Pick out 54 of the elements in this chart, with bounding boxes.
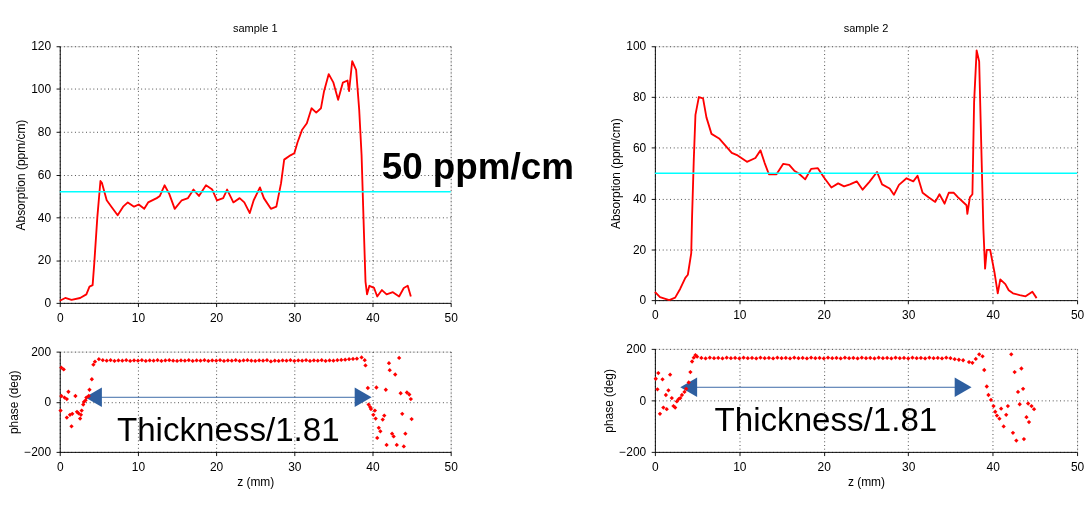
y-tick-label: 20	[37, 253, 52, 268]
y-tick-label: 100	[31, 82, 52, 97]
y-tick-label: 40	[632, 191, 647, 206]
ref-line-label: 50 ppm/cm	[381, 145, 574, 187]
y-tick-label: 120	[31, 39, 52, 54]
x-tick-label: 20	[209, 310, 224, 325]
x-tick-label: 50	[1070, 459, 1085, 474]
y-axis-title: phase (deg)	[6, 370, 21, 435]
y-axis-title: phase (deg)	[601, 369, 616, 433]
y-tick-label: 200	[31, 344, 52, 359]
x-tick-label: 30	[288, 459, 302, 474]
y-tick-label: 40	[37, 210, 52, 225]
x-tick-label: 40	[366, 310, 380, 325]
y-axis-title: Absorption (ppm/cm)	[608, 118, 623, 230]
y-tick-label: 0	[44, 394, 52, 409]
y-tick-label: −200	[619, 445, 647, 460]
x-axis-title: z (mm)	[237, 475, 275, 490]
x-tick-label: 30	[288, 310, 302, 325]
x-tick-label: 50	[444, 459, 459, 474]
y-tick-label: 100	[626, 39, 647, 54]
y-tick-label: 200	[626, 342, 647, 357]
chart-title: sample 2	[843, 22, 889, 35]
x-tick-label: 0	[56, 459, 64, 474]
x-tick-label: 40	[366, 459, 380, 474]
x-tick-label: 10	[131, 459, 146, 474]
y-tick-label: −200	[24, 445, 52, 460]
annotation: Thickness/1.81	[714, 400, 938, 438]
y-tick-label: 0	[639, 393, 647, 408]
x-tick-label: 50	[1070, 308, 1085, 323]
x-tick-label: 20	[817, 459, 832, 474]
x-axis-title: z (mm)	[847, 475, 886, 490]
x-tick-label: 0	[56, 310, 64, 325]
y-tick-label: 20	[632, 242, 647, 257]
x-tick-label: 40	[986, 308, 1001, 323]
x-tick-label: 30	[902, 308, 916, 323]
x-tick-label: 50	[444, 310, 459, 325]
chart-title: sample 1	[232, 22, 278, 35]
x-tick-label: 10	[131, 310, 146, 325]
x-tick-label: 0	[652, 308, 660, 323]
x-tick-label: 10	[733, 459, 747, 474]
x-tick-label: 20	[817, 308, 832, 323]
x-tick-label: 20	[209, 459, 224, 474]
annotation: Thickness/1.81	[116, 410, 340, 448]
x-tick-label: 10	[733, 308, 747, 323]
y-tick-label: 0	[44, 296, 52, 311]
y-tick-label: 60	[632, 140, 647, 155]
y-tick-label: 60	[37, 167, 52, 182]
y-tick-label: 80	[632, 90, 647, 105]
x-tick-label: 40	[986, 459, 1001, 474]
x-tick-label: 0	[652, 459, 660, 474]
y-tick-label: 0	[639, 293, 647, 308]
x-tick-label: 30	[902, 459, 916, 474]
y-axis-title: Absorption (ppm/cm)	[13, 119, 28, 231]
y-tick-label: 80	[37, 124, 52, 139]
